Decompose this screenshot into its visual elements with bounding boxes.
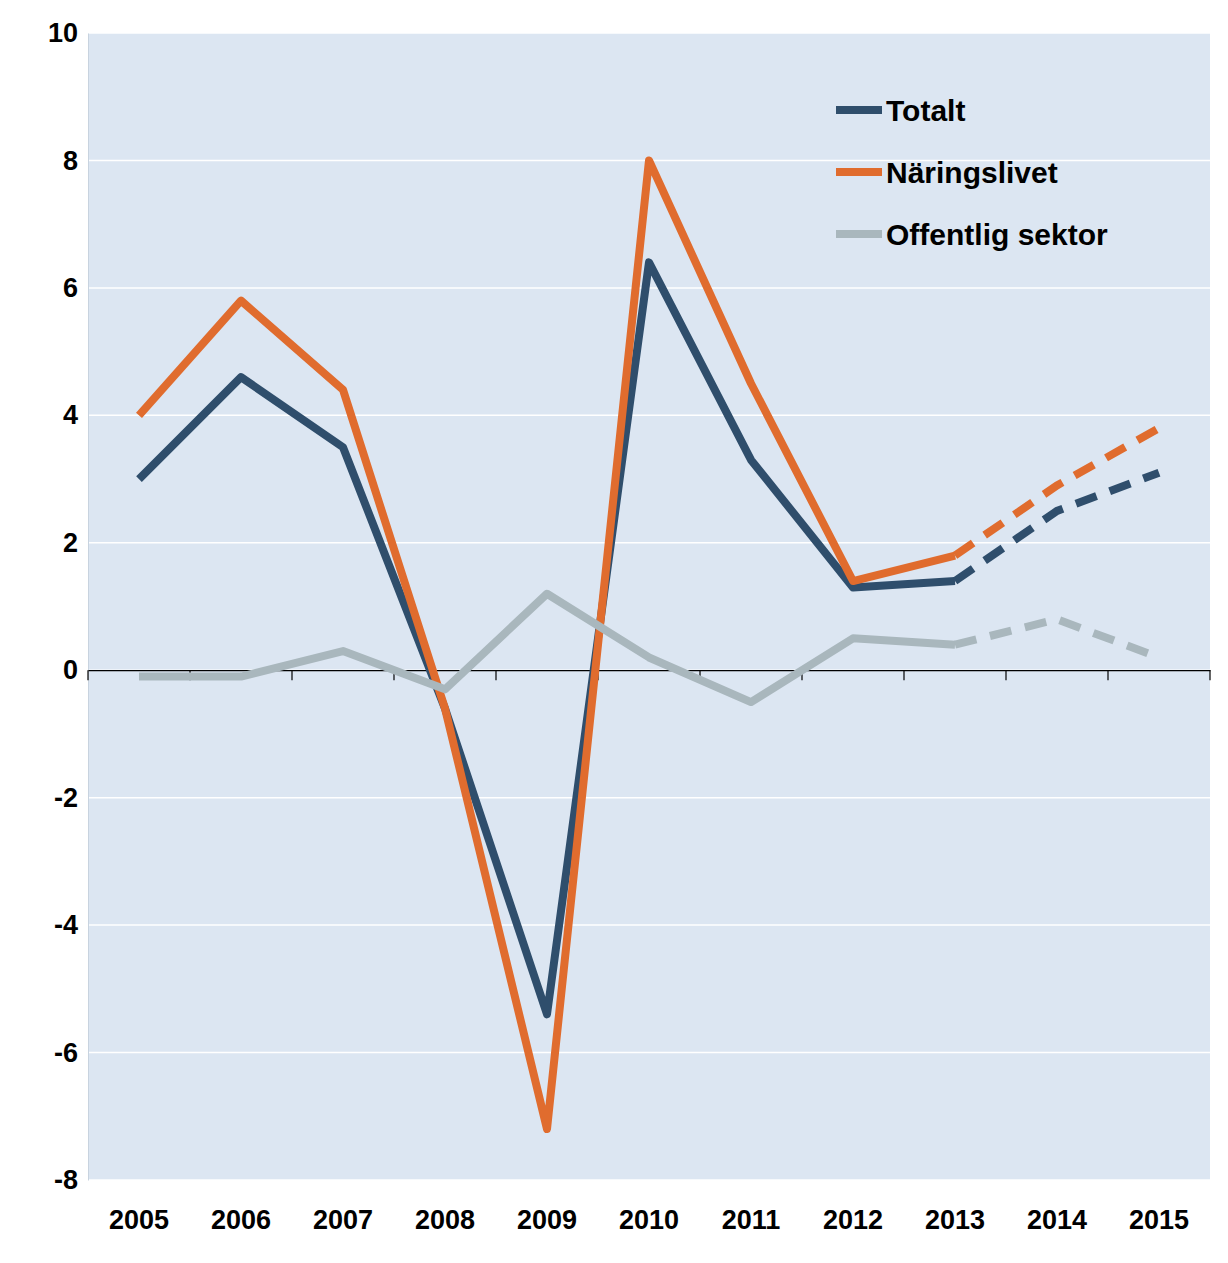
x-tick: 2011 — [722, 1180, 781, 1235]
grid-line — [88, 542, 1210, 544]
x-tick-mark — [1107, 670, 1108, 680]
x-tick: 2009 — [517, 1180, 577, 1235]
x-tick-label: 2013 — [925, 1205, 985, 1235]
series-line — [139, 160, 955, 1129]
grid — [88, 33, 1210, 1180]
grid-line — [88, 1052, 1210, 1054]
legend-label: Näringslivet — [886, 156, 1058, 189]
forecast-line — [955, 428, 1159, 555]
y-tick: 10 — [48, 18, 88, 48]
y-tick: 6 — [63, 273, 88, 303]
x-tick: 2013 — [925, 1180, 985, 1235]
y-tick: 2 — [63, 528, 88, 558]
grid-line — [88, 797, 1210, 799]
forecast-line — [955, 619, 1159, 657]
y-tick: -2 — [54, 783, 88, 813]
x-tick-label: 2012 — [823, 1205, 883, 1235]
y-tick-label: 4 — [63, 400, 78, 430]
x-tick: 2010 — [619, 1180, 679, 1235]
x-tick: 2006 — [211, 1180, 271, 1235]
y-tick-label: -4 — [54, 910, 78, 940]
legend-swatch — [836, 168, 882, 176]
y-tick-label: 0 — [63, 655, 78, 685]
y-tick: 4 — [63, 400, 88, 430]
x-tick: 2012 — [823, 1180, 883, 1235]
x-tick-label: 2005 — [109, 1205, 169, 1235]
legend-label: Totalt — [886, 94, 965, 127]
y-tick-label: 2 — [63, 528, 78, 558]
x-tick-mark — [1209, 670, 1210, 680]
y-tick-label: -8 — [54, 1165, 78, 1195]
x-axis: 2005 2006 2007 2008 2009 2010 2011 2012 2013 2014… — [109, 1180, 1189, 1235]
x-tick-label: 2007 — [313, 1205, 373, 1235]
lines — [139, 160, 1159, 1129]
grid-line — [88, 924, 1210, 926]
x-tick-label: 2011 — [722, 1205, 781, 1235]
y-tick: -8 — [54, 1165, 88, 1195]
y-tick: 0 — [63, 655, 88, 685]
x-tick-label: 2010 — [619, 1205, 679, 1235]
x-tick: 2008 — [415, 1180, 475, 1235]
y-tick-label: 10 — [48, 18, 78, 48]
chart: -8-6-4-202468102005200620072008200920102… — [0, 0, 1228, 1263]
legend-label: Offentlig sektor — [886, 218, 1108, 251]
y-tick-label: -6 — [54, 1038, 78, 1068]
legend-swatch — [836, 106, 882, 114]
x-tick-mark — [495, 670, 496, 680]
x-tick-label: 2009 — [517, 1205, 577, 1235]
grid-line — [88, 32, 1210, 34]
x-tick: 2007 — [313, 1180, 373, 1235]
x-tick: 2005 — [109, 1180, 169, 1235]
y-tick: 8 — [63, 146, 88, 176]
plot-background — [88, 33, 1210, 1180]
y-tick-label: 6 — [63, 273, 78, 303]
grid-line — [88, 415, 1210, 417]
x-tick-mark — [1005, 670, 1006, 680]
x-tick-mark — [291, 670, 292, 680]
y-axis-line — [88, 34, 89, 1181]
x-tick: 2015 — [1129, 1180, 1189, 1235]
series-line — [139, 594, 955, 702]
y-tick: -6 — [54, 1038, 88, 1068]
grid-line — [88, 1179, 1210, 1181]
legend-swatch — [836, 230, 882, 238]
x-tick-mark — [903, 670, 904, 680]
x-tick: 2014 — [1027, 1180, 1087, 1235]
series-line — [139, 262, 955, 1014]
x-tick-mark — [87, 670, 88, 680]
x-tick-label: 2014 — [1027, 1205, 1087, 1235]
y-tick: -4 — [54, 910, 88, 940]
legend: Totalt Näringslivet Offentlig sektor — [836, 94, 1108, 251]
x-tick-label: 2006 — [211, 1205, 271, 1235]
y-tick-label: -2 — [54, 783, 78, 813]
x-tick-label: 2015 — [1129, 1205, 1189, 1235]
y-tick-label: 8 — [63, 146, 78, 176]
y-axis: -8 -6 -4 -2 0 2 4 6 8 10 — [48, 18, 89, 1195]
x-tick-label: 2008 — [415, 1205, 475, 1235]
